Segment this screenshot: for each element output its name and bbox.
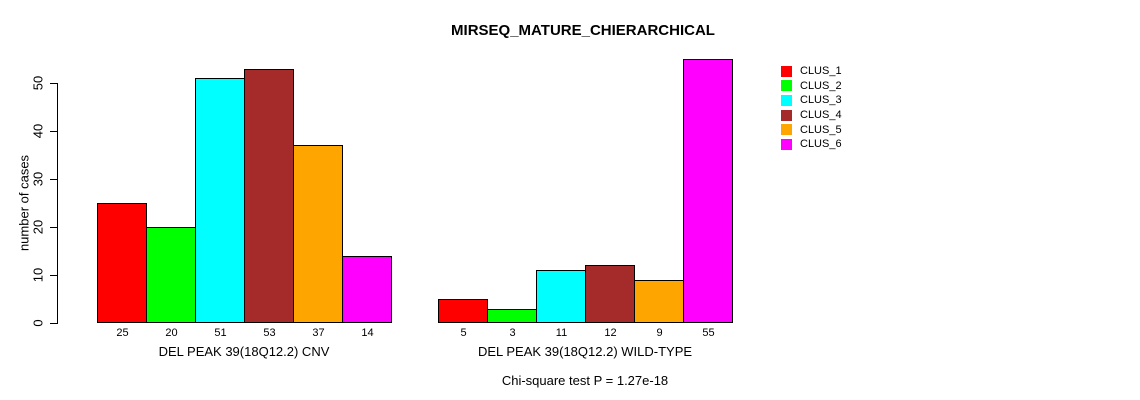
legend-label: CLUS_3	[800, 94, 842, 107]
y-tick-label: 50	[30, 75, 46, 91]
y-tick-mark	[50, 82, 58, 84]
bar-value-label: 53	[263, 327, 276, 339]
bar-clus_2	[146, 227, 196, 323]
legend-item: CLUS_3	[781, 93, 842, 108]
bar-value-label: 25	[116, 327, 129, 339]
legend-label: CLUS_6	[800, 138, 842, 151]
chart-title: MIRSEQ_MATURE_CHIERARCHICAL	[451, 22, 715, 39]
legend-swatch	[781, 138, 792, 150]
legend-swatch	[781, 65, 792, 77]
legend-item: CLUS_2	[781, 79, 842, 94]
bar-value-label: 12	[604, 327, 617, 339]
legend-item: CLUS_1	[781, 64, 842, 79]
y-tick-mark	[50, 322, 58, 324]
chi-square-footnote: Chi-square test P = 1.27e-18	[501, 373, 669, 388]
bar-value-label: 5	[460, 327, 467, 339]
y-tick-label: 40	[30, 123, 46, 139]
bar-clus_4	[585, 265, 635, 323]
legend-swatch	[781, 109, 792, 121]
bar-clus_5	[634, 280, 684, 323]
y-tick-label: 20	[30, 219, 46, 235]
legend-item: CLUS_4	[781, 108, 842, 123]
legend-item: CLUS_5	[781, 122, 842, 137]
bar-value-label: 14	[361, 327, 374, 339]
legend-label: CLUS_5	[800, 123, 842, 136]
y-tick-mark	[50, 178, 58, 180]
bar-clus_2	[487, 309, 537, 323]
y-axis-line	[57, 83, 58, 324]
bar-clus_6	[683, 59, 733, 323]
y-tick-mark	[50, 226, 58, 228]
bar-clus_1	[97, 203, 147, 323]
y-axis-title: number of cases	[16, 154, 32, 252]
bar-value-label: 11	[555, 327, 568, 339]
y-tick-label: 30	[30, 171, 46, 187]
bar-clus_3	[195, 78, 245, 323]
bar-value-label: 55	[702, 327, 715, 339]
bar-value-label: 37	[312, 327, 325, 339]
bar-value-label: 51	[214, 327, 227, 339]
x-axis-group-label-cnv: DEL PEAK 39(18Q12.2) CNV	[158, 344, 330, 359]
bar-value-label: 3	[509, 327, 516, 339]
bar-clus_6	[342, 256, 392, 323]
y-tick-mark	[50, 130, 58, 132]
legend-label: CLUS_2	[800, 79, 842, 92]
bar-clus_3	[536, 270, 586, 323]
bar-value-label: 9	[656, 327, 663, 339]
legend-swatch	[781, 124, 792, 136]
y-tick-mark	[50, 274, 58, 276]
bar-clus_4	[244, 69, 294, 323]
legend-label: CLUS_4	[800, 109, 842, 122]
y-tick-label: 0	[30, 319, 46, 327]
legend-swatch	[781, 80, 792, 92]
bar-value-label: 20	[165, 327, 178, 339]
bar-clus_1	[438, 299, 488, 323]
y-tick-label: 10	[30, 267, 46, 283]
legend: CLUS_1 CLUS_2 CLUS_3 CLUS_4 CLUS_5 CLUS_6	[781, 64, 842, 152]
x-axis-group-label-wildtype: DEL PEAK 39(18Q12.2) WILD-TYPE	[477, 344, 693, 359]
legend-label: CLUS_1	[800, 65, 842, 78]
legend-item: CLUS_6	[781, 137, 842, 152]
bar-clus_5	[293, 145, 343, 323]
legend-swatch	[781, 94, 792, 106]
